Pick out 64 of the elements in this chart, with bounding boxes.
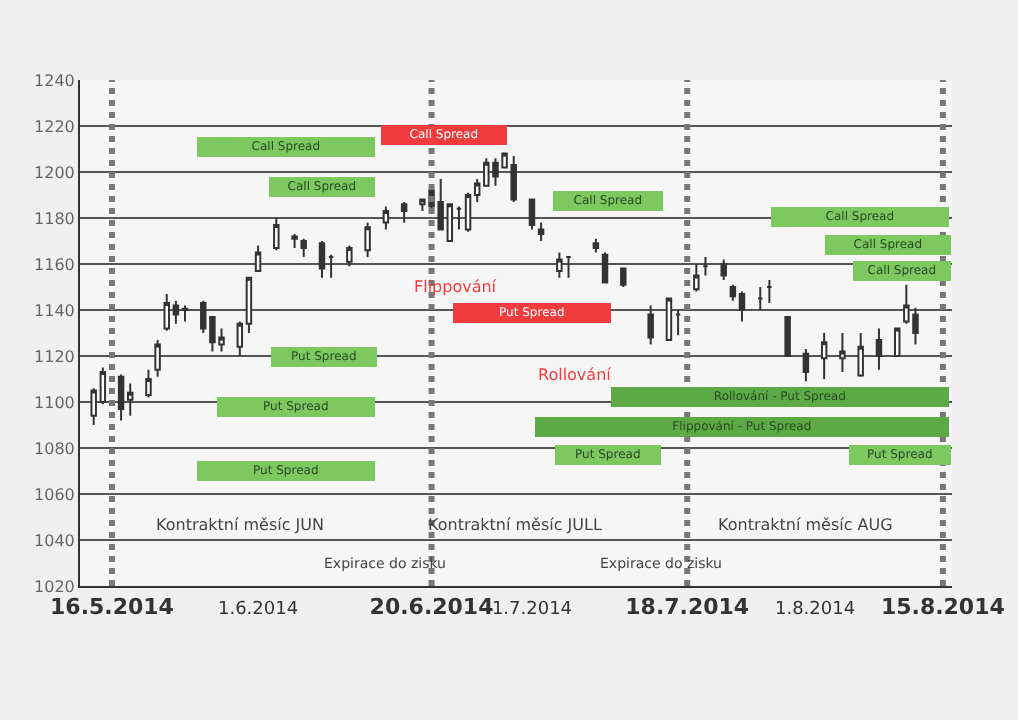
candlestick [784,315,791,357]
candlestick [802,348,810,383]
candlestick [857,332,864,378]
candlestick [693,263,700,293]
candlestick [537,221,545,242]
y-tick-label: 1060 [34,485,75,504]
candlestick [181,304,189,323]
y-tick-label: 1100 [34,393,75,412]
candlestick [172,299,180,325]
candlestick [318,240,326,279]
candlestick [327,253,335,279]
y-tick-label: 1180 [34,209,75,228]
candlestick [273,217,280,252]
candlestick [556,251,563,279]
candlestick [346,244,353,268]
candlestick [364,221,371,259]
candlestick [674,309,682,337]
y-tick-label: 1020 [34,577,75,596]
annotation: Flippování [414,278,498,296]
candlestick [565,256,572,279]
candlestick [400,200,408,224]
candlestick [702,256,709,277]
candlestick [154,338,161,378]
candlestick [528,198,536,231]
candlestick [300,237,307,259]
candlestick [620,267,627,288]
candlestick [738,290,746,323]
y-tick-label: 1200 [34,163,75,182]
x-tick-label: 15.8.2014 [880,594,1006,621]
candlestick [839,332,846,374]
candlestick [254,244,262,272]
candlestick [766,279,773,305]
x-tick-label: 18.7.2014 [625,594,750,621]
candlestick [893,327,901,357]
x-tick-label: 16.5.2014 [50,594,175,621]
candlestick [455,205,463,231]
annotation: Kontraktní měsíc AUG [718,516,893,534]
candlestick [875,327,883,371]
annotation: Kontraktní měsíc JULL [428,516,603,534]
y-tick-label: 1080 [34,439,75,458]
candlestick [665,297,673,341]
x-tick-label: 1.8.2014 [774,600,856,621]
annotation: Rollování [538,366,613,384]
y-tick-label: 1220 [34,117,75,136]
candlestick [382,205,390,231]
x-tick-label: 1.7.2014 [491,600,573,621]
y-tick-label: 1240 [34,71,75,90]
candlestick [592,237,600,254]
annotation: Kontraktní měsíc JUN [156,516,325,534]
candlestick [647,304,654,346]
candlestick [720,258,727,282]
candlestick [117,373,125,422]
y-tick-label: 1160 [34,255,75,274]
candlestick [820,332,828,380]
x-tick-label: 20.6.2014 [369,594,495,621]
candlestick [126,382,134,417]
candlestick [145,368,152,399]
candlestick [757,286,764,311]
x-tick-label: 1.6.2014 [217,600,299,621]
y-tick-label: 1140 [34,301,75,320]
y-tick-label: 1120 [34,347,75,366]
candlestick [291,233,298,249]
y-tick-label: 1040 [34,531,75,550]
candlestick [601,251,609,284]
